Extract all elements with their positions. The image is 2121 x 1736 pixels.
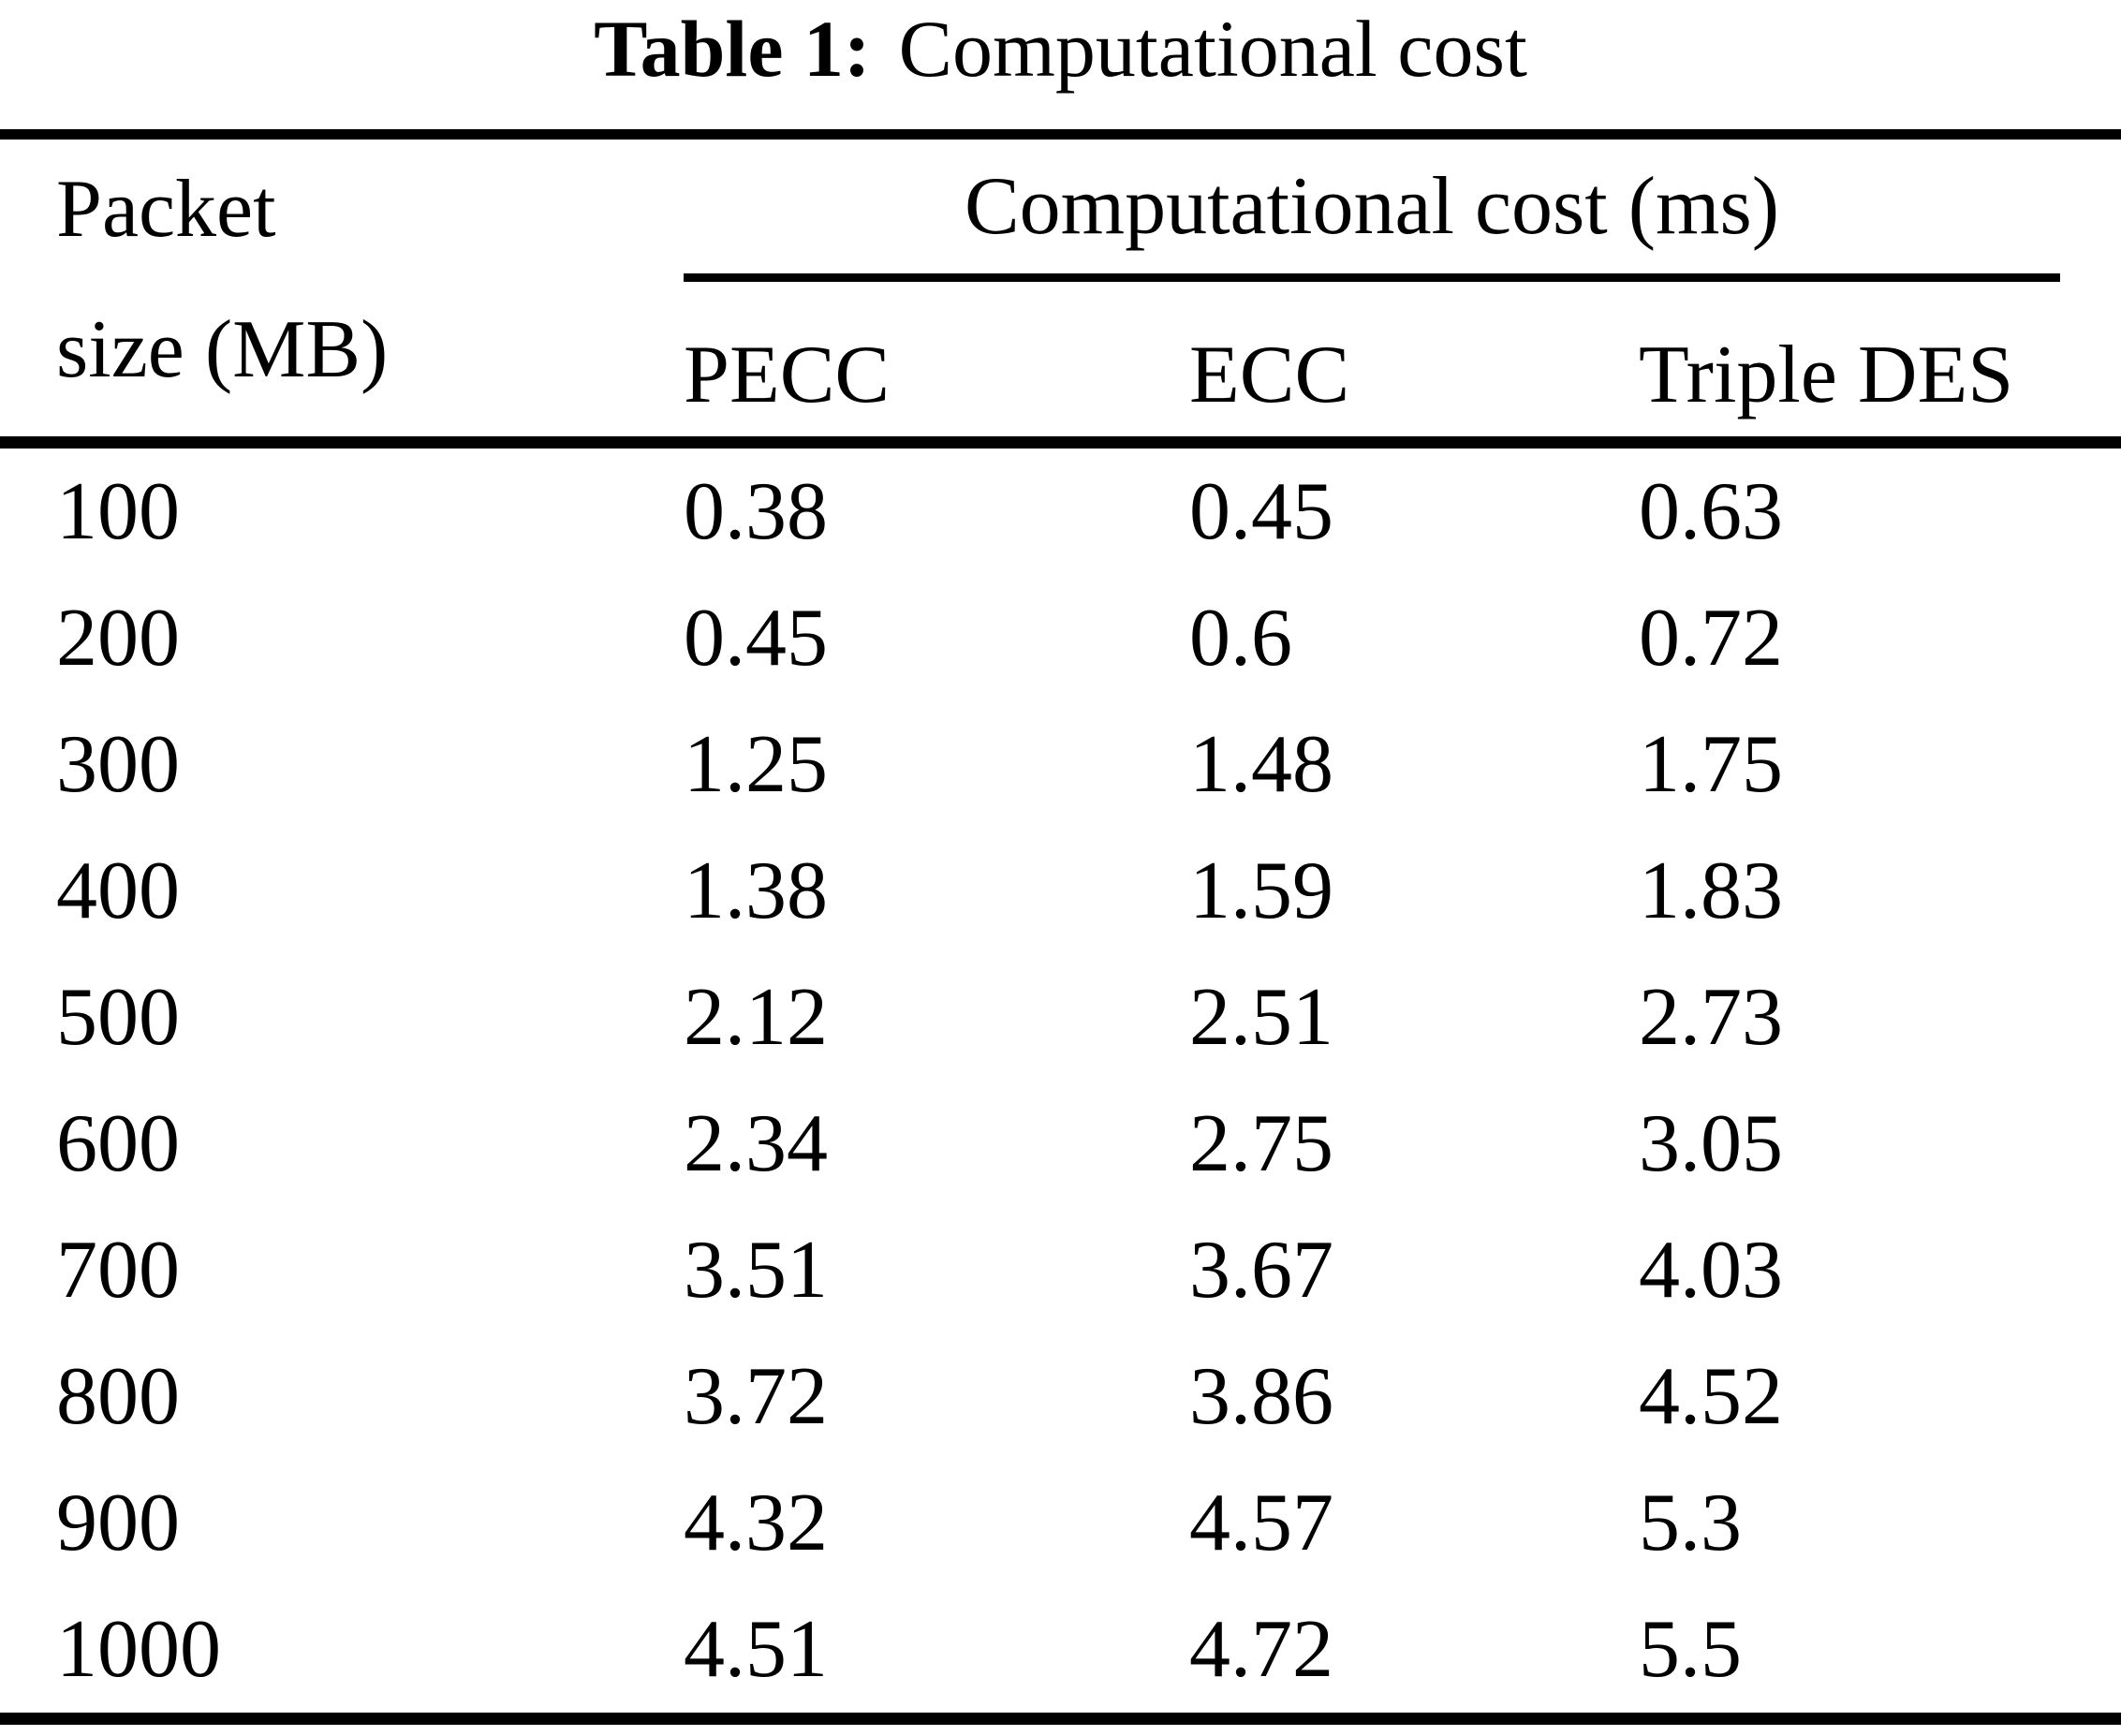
pecc-cell: 3.72 (684, 1351, 828, 1442)
pecc-cell: 4.51 (684, 1604, 828, 1695)
cost-group-rule (684, 273, 2060, 282)
triple-des-cell: 0.72 (1639, 593, 1783, 684)
cost-group-header: Computational cost (ms) (964, 161, 1780, 252)
pecc-cell: 0.45 (684, 593, 828, 684)
table-row: 1000 4.51 4.72 5.5 (0, 1586, 2121, 1713)
ecc-cell: 2.75 (1189, 1098, 1333, 1189)
pecc-cell: 0.38 (684, 466, 828, 557)
triple-des-cell: 0.63 (1639, 466, 1783, 557)
table-row: 200 0.45 0.6 0.72 (0, 575, 2121, 701)
table-row: 800 3.72 3.86 4.52 (0, 1333, 2121, 1460)
triple-des-column-header: Triple DES (1639, 330, 2014, 420)
pecc-cell: 3.51 (684, 1225, 828, 1316)
packet-size-header-line2: size (MB) (56, 304, 389, 395)
packet-size-cell: 800 (56, 1351, 180, 1442)
pecc-cell: 2.12 (684, 972, 828, 1063)
cost-column-group: Computational cost (ms) PECC ECC Triple … (684, 140, 2121, 436)
ecc-column-header: ECC (1189, 330, 1350, 420)
table-body: 100 0.38 0.45 0.63 200 0.45 0.6 0.72 300… (0, 449, 2121, 1713)
packet-size-cell: 600 (56, 1098, 180, 1189)
table-top-rule (0, 129, 2121, 140)
pecc-cell: 1.38 (684, 846, 828, 936)
pecc-cell: 2.34 (684, 1098, 828, 1189)
sub-header-row: PECC ECC Triple DES (684, 282, 2121, 427)
packet-size-column-header: Packet size (MB) (56, 140, 684, 436)
ecc-cell: 0.45 (1189, 466, 1333, 557)
table-header-rule (0, 436, 2121, 449)
triple-des-cell: 5.3 (1639, 1478, 1742, 1568)
table-caption: Table 1: Computational cost (0, 0, 2121, 129)
ecc-cell: 3.67 (1189, 1225, 1333, 1316)
ecc-cell: 2.51 (1189, 972, 1333, 1063)
triple-des-cell: 1.83 (1639, 846, 1783, 936)
ecc-cell: 4.72 (1189, 1604, 1333, 1695)
packet-size-cell: 400 (56, 846, 180, 936)
ecc-cell: 0.6 (1189, 593, 1292, 684)
table-row: 100 0.38 0.45 0.63 (0, 449, 2121, 575)
table-row: 700 3.51 3.67 4.03 (0, 1207, 2121, 1333)
triple-des-cell: 4.52 (1639, 1351, 1783, 1442)
packet-size-cell: 500 (56, 972, 180, 1063)
packet-size-cell: 700 (56, 1225, 180, 1316)
ecc-cell: 1.59 (1189, 846, 1333, 936)
table-caption-label: Table 1: (594, 4, 871, 94)
triple-des-cell: 3.05 (1639, 1098, 1783, 1189)
packet-size-cell: 900 (56, 1478, 180, 1568)
packet-size-cell: 200 (56, 593, 180, 684)
pecc-column-header: PECC (684, 330, 891, 420)
ecc-cell: 4.57 (1189, 1478, 1333, 1568)
packet-size-cell: 1000 (56, 1604, 221, 1695)
pecc-cell: 4.32 (684, 1478, 828, 1568)
table-row: 600 2.34 2.75 3.05 (0, 1081, 2121, 1207)
table-bottom-rule (0, 1713, 2121, 1725)
triple-des-cell: 5.5 (1639, 1604, 1742, 1695)
triple-des-cell: 4.03 (1639, 1225, 1783, 1316)
table-row: 500 2.12 2.51 2.73 (0, 954, 2121, 1081)
table-row: 300 1.25 1.48 1.75 (0, 701, 2121, 828)
packet-size-cell: 300 (56, 719, 180, 810)
table-row: 900 4.32 4.57 5.3 (0, 1460, 2121, 1586)
triple-des-cell: 2.73 (1639, 972, 1783, 1063)
ecc-cell: 1.48 (1189, 719, 1333, 810)
packet-size-cell: 100 (56, 466, 180, 557)
packet-size-header-line1: Packet (56, 164, 276, 255)
table-header: Packet size (MB) Computational cost (ms)… (0, 140, 2121, 436)
pecc-cell: 1.25 (684, 719, 828, 810)
triple-des-cell: 1.75 (1639, 719, 1783, 810)
table-caption-text: Computational cost (898, 4, 1527, 94)
ecc-cell: 3.86 (1189, 1351, 1333, 1442)
table-row: 400 1.38 1.59 1.83 (0, 828, 2121, 954)
